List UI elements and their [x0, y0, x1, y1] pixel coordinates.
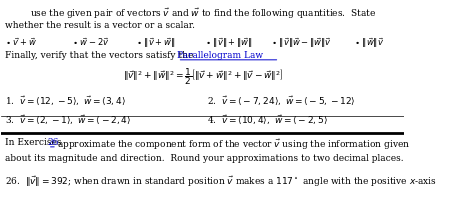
Text: 26.  $\|\vec{v}\| = 392$; when drawn in standard position $\vec{v}$ makes a $117: 26. $\|\vec{v}\| = 392$; when drawn in s… — [5, 175, 438, 189]
Text: 1.  $\vec{v} = \langle 12,-5\rangle,\ \vec{w} = \langle 3,4\rangle$: 1. $\vec{v} = \langle 12,-5\rangle,\ \ve… — [5, 95, 126, 107]
Text: 3.  $\vec{v} = \langle 2,-1\rangle,\ \vec{w} = \langle -2,4\rangle$: 3. $\vec{v} = \langle 2,-1\rangle,\ \vec… — [5, 114, 131, 126]
Text: 2.  $\vec{v} = \langle -7,24\rangle,\ \vec{w} = \langle -5,-12\rangle$: 2. $\vec{v} = \langle -7,24\rangle,\ \ve… — [207, 95, 356, 107]
Text: $\bullet\ \|\vec{v}\|\vec{w}-\|\vec{w}\|\vec{v}$: $\bullet\ \|\vec{v}\|\vec{w}-\|\vec{w}\|… — [272, 36, 332, 50]
Text: Parallelogram Law: Parallelogram Law — [177, 51, 264, 60]
Text: 26: 26 — [48, 138, 59, 147]
Text: whether the result is a vector or a scalar.: whether the result is a vector or a scal… — [5, 21, 195, 30]
Text: $\bullet\ \|\vec{w}\|\vec{v}$: $\bullet\ \|\vec{w}\|\vec{v}$ — [354, 36, 384, 50]
Text: $\|\vec{v}\|^2 + \|\vec{w}\|^2 = \dfrac{1}{2}\left[\|\vec{v}+\vec{w}\|^2 + \|\ve: $\|\vec{v}\|^2 + \|\vec{w}\|^2 = \dfrac{… — [123, 66, 283, 87]
Text: 4.  $\vec{v} = \langle 10,4\rangle,\ \vec{w} = \langle -2,5\rangle$: 4. $\vec{v} = \langle 10,4\rangle,\ \vec… — [207, 114, 328, 126]
Text: $\bullet\ \|\vec{v}\|+\|\vec{w}\|$: $\bullet\ \|\vec{v}\|+\|\vec{w}\|$ — [205, 36, 253, 50]
Text: $\bullet\ \vec{v}+\vec{w}$: $\bullet\ \vec{v}+\vec{w}$ — [5, 36, 37, 48]
Text: about its magnitude and direction.  Round your approximations to two decimal pla: about its magnitude and direction. Round… — [5, 154, 404, 163]
Text: $\bullet\ \|\vec{v}+\vec{w}\|$: $\bullet\ \|\vec{v}+\vec{w}\|$ — [137, 36, 176, 50]
Text: approximate the component form of the vector $\vec{v}$ using the information giv: approximate the component form of the ve… — [57, 138, 410, 152]
Text: $\bullet\ \vec{w}-2\vec{v}$: $\bullet\ \vec{w}-2\vec{v}$ — [72, 36, 109, 48]
Text: Finally, verify that the vectors satisfy the: Finally, verify that the vectors satisfy… — [5, 51, 197, 60]
Text: use the given pair of vectors $\vec{v}$ and $\vec{w}$ to find the following quan: use the given pair of vectors $\vec{v}$ … — [30, 7, 376, 21]
Text: In Exercises: In Exercises — [5, 138, 65, 147]
